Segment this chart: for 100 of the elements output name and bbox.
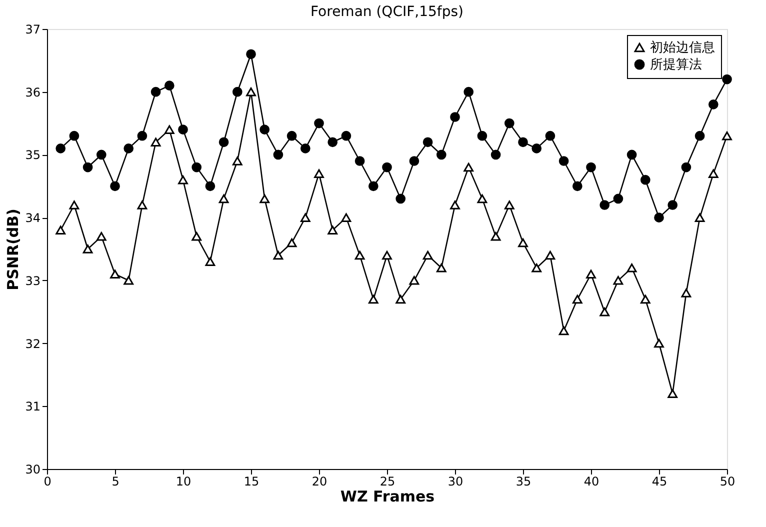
point (286, 130, 297, 141)
x-tick-label: 45 (652, 474, 668, 488)
point (218, 194, 229, 204)
x-tick-label: 35 (516, 474, 532, 488)
point (708, 100, 718, 110)
point (110, 270, 120, 279)
point (382, 162, 392, 172)
point (532, 263, 542, 272)
x-tick-label: 40 (584, 474, 600, 488)
point (246, 87, 256, 96)
point (96, 150, 106, 160)
point (436, 263, 446, 272)
point (640, 174, 650, 185)
point (218, 137, 229, 148)
point (273, 250, 284, 260)
point (504, 118, 514, 128)
x-tick-label: 15 (244, 474, 260, 488)
point (396, 294, 406, 304)
y-tick-label: 33 (25, 274, 40, 288)
point (490, 232, 501, 241)
point (205, 257, 216, 266)
point (626, 263, 637, 272)
point (124, 276, 134, 285)
point (300, 213, 310, 222)
point (341, 213, 352, 222)
point (328, 137, 338, 148)
point (328, 226, 338, 235)
point (286, 238, 297, 248)
point (314, 118, 324, 128)
point (436, 150, 446, 160)
point (260, 194, 270, 204)
point (368, 181, 378, 192)
point (300, 144, 310, 154)
point (56, 144, 66, 154)
point (368, 294, 378, 304)
point (164, 80, 174, 90)
y-tick-label: 31 (25, 400, 40, 414)
point (681, 162, 692, 172)
point (668, 200, 678, 210)
legend-label: 所提算法 (650, 58, 702, 72)
y-tick-label: 36 (25, 85, 40, 100)
point (110, 181, 120, 192)
x-axis-title: WZ Frames (340, 488, 435, 506)
x-tick-label: 30 (448, 474, 464, 488)
point (192, 162, 202, 172)
point (518, 238, 528, 248)
point (640, 294, 650, 304)
point (354, 156, 365, 166)
point (178, 175, 188, 184)
point (56, 226, 66, 235)
point (722, 131, 732, 140)
point (708, 169, 718, 178)
point (668, 389, 678, 398)
point (572, 294, 582, 304)
point (341, 130, 352, 141)
point (422, 250, 433, 260)
y-tick-label: 37 (25, 22, 40, 36)
point (545, 250, 556, 260)
x-tick-label: 25 (380, 474, 396, 488)
y-tick-label: 35 (25, 148, 40, 162)
point (504, 200, 514, 210)
legend-label: 初始边信息 (650, 40, 715, 56)
point (396, 194, 406, 204)
point (314, 169, 324, 178)
x-tick-label: 5 (112, 474, 120, 488)
point (409, 276, 420, 285)
point (613, 194, 624, 204)
point (477, 194, 488, 204)
chart-title: Foreman (QCIF,15fps) (310, 4, 464, 20)
point (69, 130, 80, 141)
point (477, 130, 488, 141)
point (96, 232, 106, 241)
point (532, 144, 542, 154)
y-tick-label: 32 (25, 336, 40, 351)
point (82, 244, 93, 254)
point (137, 200, 148, 210)
point (545, 130, 556, 141)
point (422, 137, 433, 148)
point (654, 212, 664, 222)
point (124, 144, 134, 154)
point (150, 86, 161, 97)
point (694, 213, 705, 222)
point (490, 150, 501, 160)
y-tick-label: 34 (25, 211, 40, 226)
point (681, 288, 692, 298)
x-tick-label: 10 (176, 474, 192, 488)
point (654, 338, 664, 348)
point (586, 162, 596, 172)
point (450, 112, 460, 122)
point (69, 200, 80, 210)
point (382, 250, 392, 260)
point (246, 49, 256, 60)
point (694, 130, 705, 141)
point (572, 181, 582, 192)
point (558, 326, 569, 336)
point (232, 156, 242, 166)
y-axis-title: PSNR(dB) (4, 208, 22, 290)
x-tick-label: 20 (312, 474, 328, 488)
point (464, 86, 474, 97)
point (586, 270, 596, 279)
